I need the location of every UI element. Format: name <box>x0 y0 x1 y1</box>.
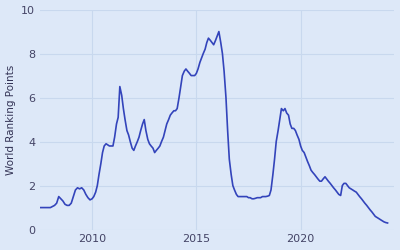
Y-axis label: World Ranking Points: World Ranking Points <box>6 64 16 175</box>
